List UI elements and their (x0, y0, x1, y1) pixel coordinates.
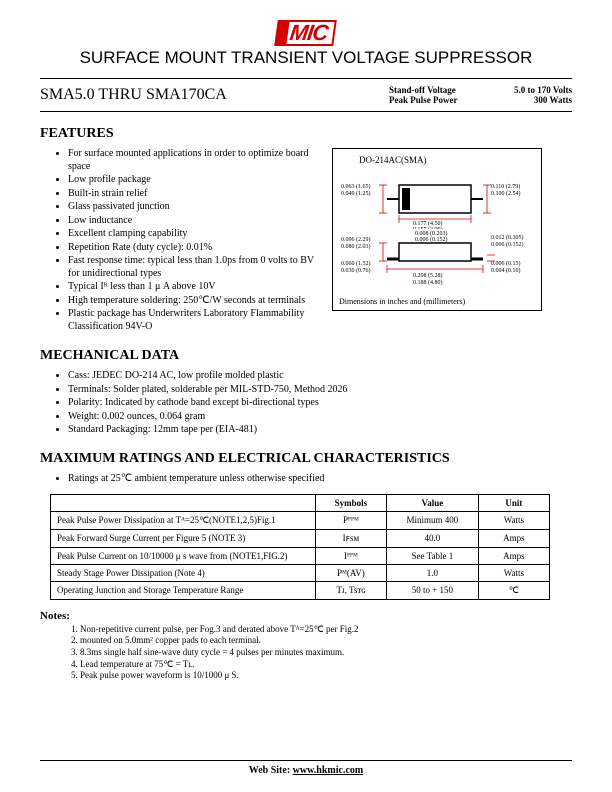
package-title: DO-214AC(SMA) (359, 155, 535, 165)
table-header-row: Symbols Value Unit (51, 494, 550, 511)
header-row: SMA5.0 THRU SMA170CA Stand-off Voltage 5… (40, 79, 572, 111)
feature-item: Fast response time: typical less than 1.… (68, 255, 320, 280)
notes-heading: Notes: (40, 610, 572, 622)
svg-text:0.006 (0.152): 0.006 (0.152) (491, 241, 524, 248)
feature-item: Low inductance (68, 215, 320, 228)
svg-text:0.177 (4.50): 0.177 (4.50) (413, 220, 443, 227)
table-cell: Amps (478, 547, 549, 564)
table-cell: Peak Pulse Power Dissipation at Tᴬ=25℃(N… (51, 511, 316, 529)
feature-item: Typical Iᴿ less than 1 μ A above 10V (68, 281, 320, 294)
feature-item: Built-in strain relief (68, 188, 320, 201)
features-heading: FEATURES (40, 126, 572, 142)
svg-text:0.030 (0.76): 0.030 (0.76) (341, 267, 371, 274)
footer-label: Web Site: (249, 765, 290, 776)
svg-text:0.063 (1.65): 0.063 (1.65) (341, 183, 371, 190)
table-cell: Amps (478, 529, 549, 547)
ratings-condition: Ratings at 25℃ ambient temperature unles… (40, 473, 572, 484)
note-item: 8.3ms single half sine-wave duty cycle =… (80, 647, 572, 659)
svg-text:0.096 (2.29): 0.096 (2.29) (341, 236, 371, 243)
spec-label: Stand-off Voltage (389, 85, 484, 95)
svg-text:0.110 (2.79): 0.110 (2.79) (491, 183, 520, 190)
svg-text:0.188 (4.80): 0.188 (4.80) (413, 279, 443, 286)
table-cell: Peak Forward Surge Current per Figure 5 … (51, 529, 316, 547)
table-cell: Operating Junction and Storage Temperatu… (51, 581, 316, 599)
mechanical-heading: MECHANICAL DATA (40, 348, 572, 364)
mechanical-item: Polarity: Indicated by cathode band exce… (68, 397, 572, 410)
mechanical-item: Standard Packaging: 12mm tape per (EIA-4… (68, 424, 572, 437)
table-header: Symbols (315, 494, 386, 511)
table-cell: See Table 1 (387, 547, 479, 564)
page-title: SURFACE MOUNT TRANSIENT VOLTAGE SUPPRESS… (40, 48, 572, 68)
table-row: Steady Stage Power Dissipation (Note 4) … (51, 564, 550, 581)
table-cell: Tᴊ, Tsᴛɢ (315, 581, 386, 599)
svg-text:0.157 (3.99): 0.157 (3.99) (413, 226, 443, 229)
feature-item: Plastic package has Underwriters Laborat… (68, 308, 320, 333)
svg-text:0.006 (0.152): 0.006 (0.152) (415, 236, 448, 243)
feature-item: Low profile package (68, 174, 320, 187)
header-specs: Stand-off Voltage 5.0 to 170 Volts Peak … (389, 85, 572, 105)
ratings-table: Symbols Value Unit Peak Pulse Power Diss… (50, 494, 550, 600)
table-cell: 1.0 (387, 564, 479, 581)
feature-item: High temperature soldering: 250℃/W secon… (68, 295, 320, 308)
ratings-condition-item: Ratings at 25℃ ambient temperature unles… (68, 473, 572, 484)
table-cell: Watts (478, 511, 549, 529)
divider (40, 111, 572, 112)
svg-text:0.060 (1.52): 0.060 (1.52) (341, 260, 371, 267)
note-item: mounted on 5.0mm² copper pads to each te… (80, 635, 572, 647)
package-diagram-box: DO-214AC(SMA) 0.063 (1.65) 0.049 (1.25) … (332, 148, 542, 311)
spec-value: 5.0 to 170 Volts (502, 85, 572, 95)
table-cell: ℃ (478, 581, 549, 599)
table-cell: Peak Pulse Current on 10/10000 μ s wave … (51, 547, 316, 564)
svg-text:0.208 (5.28): 0.208 (5.28) (413, 272, 443, 279)
mechanical-list: Cass: JEDEC DO-214 AC, low profile molde… (40, 370, 572, 437)
footer-url: www.hkmic.com (293, 765, 364, 776)
mechanical-item: Weight: 0.002 ounces, 0.064 gram (68, 411, 572, 424)
svg-text:0.004 (0.10): 0.004 (0.10) (491, 267, 521, 274)
note-item: Peak pulse power waveform is 10/1000 μ S… (80, 670, 572, 682)
product-range: SMA5.0 THRU SMA170CA (40, 86, 227, 104)
spec-value: 300 Watts (502, 95, 572, 105)
feature-item: Excellent clamping capability (68, 228, 320, 241)
note-item: Lead temperature at 75℃ = Tʟ. (80, 659, 572, 671)
feature-item: Glass passivated junction (68, 201, 320, 214)
table-row: Peak Forward Surge Current per Figure 5 … (51, 529, 550, 547)
svg-text:0.100 (2.54): 0.100 (2.54) (491, 190, 521, 197)
svg-text:0.012 (0.305): 0.012 (0.305) (491, 234, 524, 241)
note-item: Non-repetitive current pulse, per Fog.3 … (80, 624, 572, 636)
svg-text:0.006 (0.15): 0.006 (0.15) (491, 260, 521, 267)
table-cell: Watts (478, 564, 549, 581)
notes-list: Non-repetitive current pulse, per Fog.3 … (40, 624, 572, 682)
package-top-view: 0.063 (1.65) 0.049 (1.25) 0.110 (2.79) 0… (339, 169, 535, 229)
logo: MIC (275, 20, 338, 46)
mechanical-item: Cass: JEDEC DO-214 AC, low profile molde… (68, 370, 572, 383)
table-cell: 40.0 (387, 529, 479, 547)
table-cell: Pᴾᴾᴹ (315, 511, 386, 529)
feature-item: Repetition Rate (duty cycle): 0.01% (68, 242, 320, 255)
table-cell: Pᴹ(AV) (315, 564, 386, 581)
spec-label: Peak Pulse Power (389, 95, 484, 105)
table-header: Value (387, 494, 479, 511)
svg-text:0.049 (1.25): 0.049 (1.25) (341, 190, 371, 197)
ratings-heading: MAXIMUM RATINGS AND ELECTRICAL CHARACTER… (40, 451, 572, 467)
mechanical-item: Terminals: Solder plated, solderable per… (68, 384, 572, 397)
table-header: Unit (478, 494, 549, 511)
table-cell: 50 to + 150 (387, 581, 479, 599)
table-row: Peak Pulse Current on 10/10000 μ s wave … (51, 547, 550, 564)
svg-text:0.080 (2.03): 0.080 (2.03) (341, 243, 371, 250)
package-caption: Dimensions in inches and (millimeters) (339, 297, 535, 306)
table-row: Peak Pulse Power Dissipation at Tᴬ=25℃(N… (51, 511, 550, 529)
divider (40, 760, 572, 761)
table-cell: Steady Stage Power Dissipation (Note 4) (51, 564, 316, 581)
table-cell: Minimum 400 (387, 511, 479, 529)
footer: Web Site: www.hkmic.com (0, 760, 612, 776)
features-list: For surface mounted applications in orde… (40, 148, 320, 334)
table-header (51, 494, 316, 511)
svg-text:0.008 (0.203): 0.008 (0.203) (415, 230, 448, 237)
table-cell: Iꜰsᴍ (315, 529, 386, 547)
feature-item: For surface mounted applications in orde… (68, 148, 320, 173)
table-row: Operating Junction and Storage Temperatu… (51, 581, 550, 599)
table-cell: Iᴾᴾᴹ (315, 547, 386, 564)
package-side-view: 0.096 (2.29) 0.080 (2.03) 0.060 (1.52) 0… (339, 229, 535, 293)
